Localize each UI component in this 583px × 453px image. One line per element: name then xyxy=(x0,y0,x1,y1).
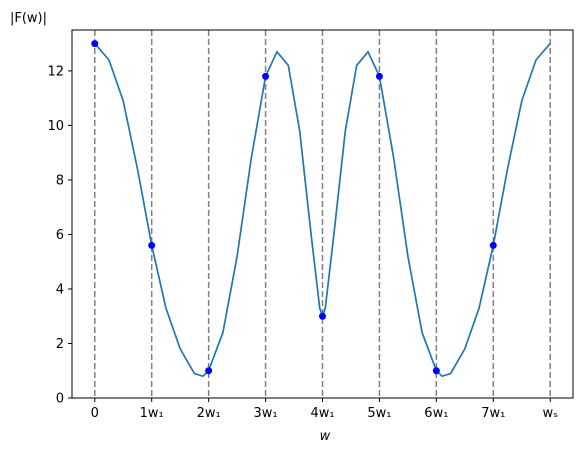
sample-points xyxy=(91,40,497,375)
sample-point xyxy=(148,241,156,249)
x-axis-label: w xyxy=(320,429,331,444)
y-axis-ticks: 0 2 4 6 8 10 12 xyxy=(47,64,72,407)
x-tick-label: 7w₁ xyxy=(481,406,505,421)
y-tick-label: 12 xyxy=(47,64,64,79)
x-tick-label: 0 xyxy=(91,406,99,421)
y-tick-label: 0 xyxy=(56,392,64,407)
x-tick-label: 1w₁ xyxy=(140,406,164,421)
x-tick-label: 6w₁ xyxy=(424,406,448,421)
y-tick-label: 8 xyxy=(56,173,64,188)
sample-point xyxy=(432,367,440,375)
y-tick-label: 2 xyxy=(56,337,64,352)
sample-point xyxy=(489,241,497,249)
x-tick-label: wₛ xyxy=(542,406,558,421)
x-tick-label: 3w₁ xyxy=(254,406,278,421)
vertical-reference-lines xyxy=(94,30,551,398)
x-tick-label: 4w₁ xyxy=(310,406,334,421)
y-tick-label: 6 xyxy=(56,228,64,243)
sample-point xyxy=(375,72,383,80)
sample-point xyxy=(319,312,326,320)
sample-point xyxy=(205,367,213,375)
sample-point xyxy=(91,40,99,48)
x-tick-label: 5w₁ xyxy=(367,406,391,421)
y-tick-label: 10 xyxy=(47,119,64,134)
x-tick-label: 2w₁ xyxy=(197,406,221,421)
y-axis-label: |F(w)| xyxy=(10,11,47,26)
x-axis-ticks: 0 1w₁ 2w₁ 3w₁ 4w₁ 5w₁ 6w₁ 7w₁ wₛ xyxy=(91,398,558,421)
sample-point xyxy=(262,72,270,80)
y-tick-label: 4 xyxy=(56,282,64,297)
